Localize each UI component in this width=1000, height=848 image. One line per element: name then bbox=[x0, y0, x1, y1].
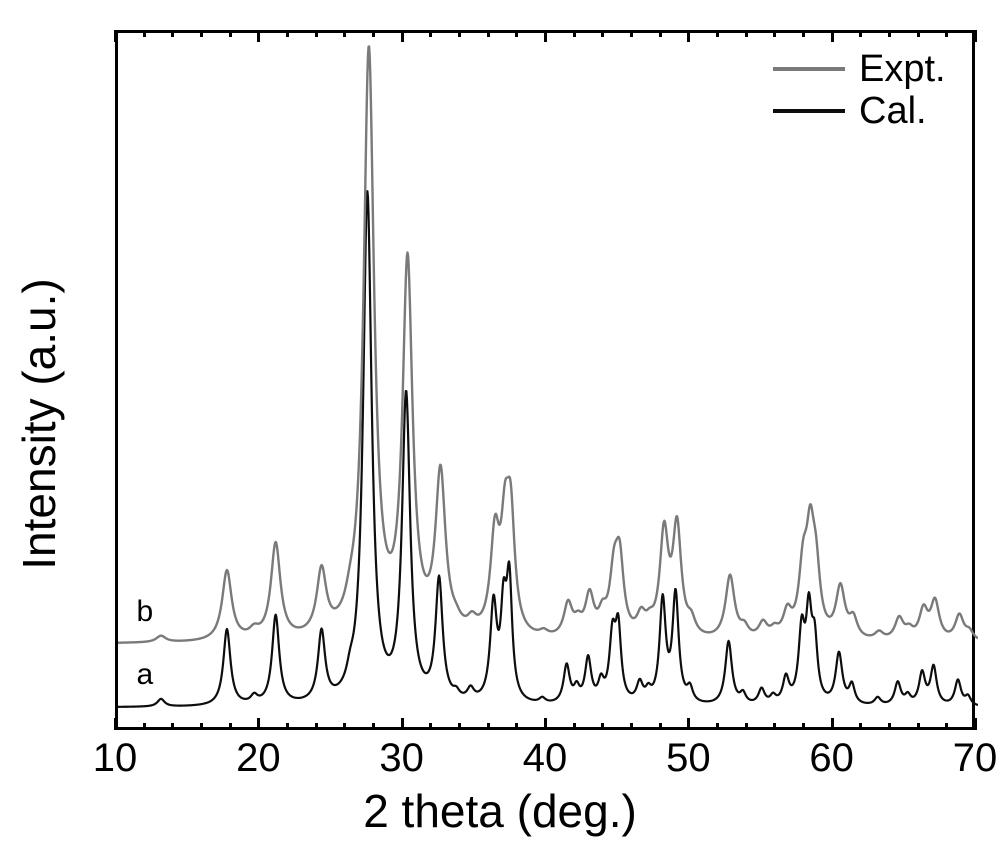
x-tick-mark bbox=[257, 718, 260, 730]
x-tick-mark-top bbox=[945, 30, 948, 37]
legend-swatch bbox=[773, 109, 845, 113]
x-tick-mark bbox=[171, 723, 174, 730]
x-tick-mark bbox=[974, 718, 977, 730]
x-tick-label: 40 bbox=[523, 736, 568, 781]
plot-area: Expt.Cal. bbox=[115, 30, 975, 730]
x-tick-mark bbox=[401, 718, 404, 730]
x-tick-mark-top bbox=[859, 30, 862, 37]
x-tick-mark-top bbox=[573, 30, 576, 37]
x-tick-mark bbox=[601, 723, 604, 730]
x-tick-mark bbox=[114, 718, 117, 730]
x-tick-mark-top bbox=[773, 30, 776, 37]
spectrum-expt bbox=[118, 46, 978, 642]
xrd-figure: Intensity (a.u.) Expt.Cal. 2 theta (deg.… bbox=[0, 0, 1000, 848]
x-tick-mark bbox=[286, 723, 289, 730]
legend: Expt.Cal. bbox=[773, 48, 946, 132]
x-tick-mark-top bbox=[601, 30, 604, 37]
x-tick-mark-top bbox=[716, 30, 719, 37]
legend-label: Expt. bbox=[859, 48, 946, 91]
x-tick-mark-top bbox=[401, 30, 404, 42]
x-tick-mark-top bbox=[143, 30, 146, 37]
x-tick-mark-top bbox=[229, 30, 232, 37]
x-tick-mark bbox=[573, 723, 576, 730]
x-tick-mark bbox=[888, 723, 891, 730]
trace-label-b: b bbox=[137, 595, 154, 629]
x-tick-mark bbox=[859, 723, 862, 730]
x-tick-mark-top bbox=[888, 30, 891, 37]
x-tick-mark bbox=[945, 723, 948, 730]
x-tick-label: 60 bbox=[809, 736, 854, 781]
legend-item: Cal. bbox=[773, 90, 946, 132]
x-tick-mark-top bbox=[515, 30, 518, 37]
x-tick-mark-top bbox=[114, 30, 117, 42]
x-tick-mark bbox=[143, 723, 146, 730]
x-tick-label: 70 bbox=[953, 736, 998, 781]
x-tick-label: 10 bbox=[93, 736, 138, 781]
x-tick-mark bbox=[343, 723, 346, 730]
x-tick-mark bbox=[544, 718, 547, 730]
x-tick-mark-top bbox=[343, 30, 346, 37]
x-axis-label: 2 theta (deg.) bbox=[363, 784, 637, 838]
x-tick-mark bbox=[659, 723, 662, 730]
x-tick-mark-top bbox=[200, 30, 203, 37]
x-tick-mark-top bbox=[917, 30, 920, 37]
x-tick-mark bbox=[630, 723, 633, 730]
x-tick-mark-top bbox=[315, 30, 318, 37]
x-tick-mark-top bbox=[745, 30, 748, 37]
x-tick-mark bbox=[487, 723, 490, 730]
x-tick-mark bbox=[372, 723, 375, 730]
y-axis-label: Intensity (a.u.) bbox=[12, 278, 66, 569]
x-tick-mark-top bbox=[974, 30, 977, 42]
x-tick-mark-top bbox=[286, 30, 289, 37]
x-tick-mark bbox=[831, 718, 834, 730]
x-tick-mark-top bbox=[458, 30, 461, 37]
x-tick-mark-top bbox=[659, 30, 662, 37]
x-tick-mark-top bbox=[831, 30, 834, 42]
x-tick-mark bbox=[515, 723, 518, 730]
x-tick-mark bbox=[745, 723, 748, 730]
legend-label: Cal. bbox=[859, 90, 927, 133]
x-tick-mark-top bbox=[802, 30, 805, 37]
x-tick-mark-top bbox=[257, 30, 260, 42]
x-tick-mark bbox=[716, 723, 719, 730]
x-tick-mark bbox=[315, 723, 318, 730]
x-tick-mark bbox=[429, 723, 432, 730]
x-tick-mark-top bbox=[487, 30, 490, 37]
legend-item: Expt. bbox=[773, 48, 946, 90]
x-tick-mark bbox=[200, 723, 203, 730]
x-tick-mark-top bbox=[171, 30, 174, 37]
x-tick-label: 30 bbox=[379, 736, 424, 781]
x-tick-label: 20 bbox=[236, 736, 281, 781]
traces-svg bbox=[118, 33, 978, 733]
x-tick-mark-top bbox=[630, 30, 633, 37]
x-tick-mark-top bbox=[372, 30, 375, 37]
x-tick-mark-top bbox=[687, 30, 690, 42]
x-tick-mark-top bbox=[429, 30, 432, 37]
x-tick-mark bbox=[687, 718, 690, 730]
x-tick-mark bbox=[229, 723, 232, 730]
x-tick-mark bbox=[802, 723, 805, 730]
x-tick-label: 50 bbox=[666, 736, 711, 781]
legend-swatch bbox=[773, 67, 845, 71]
trace-label-a: a bbox=[137, 658, 154, 692]
x-tick-mark bbox=[773, 723, 776, 730]
x-tick-mark-top bbox=[544, 30, 547, 42]
x-tick-mark bbox=[458, 723, 461, 730]
x-tick-mark bbox=[917, 723, 920, 730]
